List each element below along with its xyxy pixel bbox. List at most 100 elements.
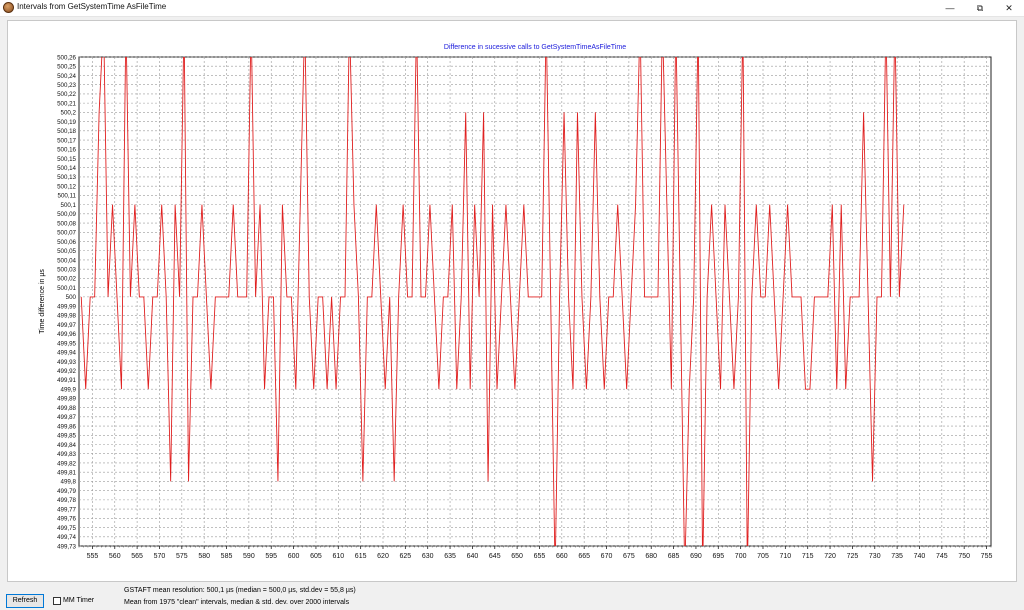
stats-line-2: Mean from 1975 "clean" intervals, median… [124,599,350,606]
x-tick-label: 680 [645,553,657,560]
y-tick-label: 500,14 [57,165,76,172]
y-tick-label: 500,01 [57,285,76,292]
x-tick-label: 585 [221,553,233,560]
y-tick-label: 500,04 [57,257,76,264]
y-tick-label: 499,74 [57,534,76,541]
x-tick-label: 725 [847,553,859,560]
x-tick-label: 695 [712,553,724,560]
window-title: Intervals from GetSystemTime AsFileTime [17,2,167,11]
x-tick-label: 605 [310,553,322,560]
y-tick-label: 499,81 [57,469,76,476]
y-tick-label: 500,2 [61,110,77,117]
y-tick-label: 500,17 [57,137,76,144]
stats-line-1: GSTAFT mean resolution: 500,1 µs (median… [124,587,356,594]
y-tick-label: 499,87 [57,414,76,421]
x-tick-label: 560 [109,553,121,560]
x-tick-label: 730 [869,553,881,560]
y-tick-label: 499,82 [57,460,76,467]
x-tick-label: 690 [690,553,702,560]
x-tick-label: 610 [332,553,344,560]
y-tick-label: 500,19 [57,119,76,126]
x-tick-label: 615 [355,553,367,560]
y-tick-label: 499,76 [57,516,76,523]
x-axis: 555 560 565 570 575 580 585 590 595 600 605 610 615 6… [78,546,993,560]
y-tick-label: 499,95 [57,340,76,347]
x-tick-label: 570 [154,553,166,560]
y-tick-label: 500,16 [57,147,76,154]
y-tick-label: 500,25 [57,64,76,71]
x-tick-label: 735 [891,553,903,560]
x-tick-label: 595 [265,553,277,560]
y-tick-label: 499,85 [57,433,76,440]
series-line-0 [80,57,905,546]
y-tick-label: 500,24 [57,73,76,80]
x-tick-label: 670 [601,553,613,560]
y-tick-label: 499,9 [61,386,77,393]
y-tick-label: 500,05 [57,248,76,255]
y-tick-label: 499,93 [57,359,76,366]
x-tick-label: 580 [198,553,210,560]
series-layer [80,57,905,546]
y-tick-label: 500,13 [57,174,76,181]
x-tick-label: 710 [780,553,792,560]
x-tick-label: 590 [243,553,255,560]
y-tick-label: 500,09 [57,211,76,218]
minimize-button[interactable]: — [945,3,955,13]
x-tick-label: 620 [377,553,389,560]
y-axis: 500,26 500,25 500,24 500,23 500,22 500,21 500,… [57,54,76,550]
grid [79,56,991,547]
y-tick-label: 500,08 [57,220,76,227]
x-tick-label: 575 [176,553,188,560]
y-tick-label: 500,03 [57,267,76,274]
x-tick-label: 745 [936,553,948,560]
x-tick-label: 655 [534,553,546,560]
x-tick-label: 705 [757,553,769,560]
x-tick-label: 675 [623,553,635,560]
x-tick-label: 755 [981,553,993,560]
y-tick-label: 500,1 [61,202,77,209]
y-tick-label: 499,94 [57,350,76,357]
restore-button[interactable]: ⧉ [976,3,984,13]
y-tick-label: 499,83 [57,451,76,458]
x-tick-label: 625 [400,553,412,560]
app-icon [3,2,14,13]
x-tick-label: 660 [556,553,568,560]
line-chart: 500,26 500,25 500,24 500,23 500,22 500,21 500,… [39,44,993,560]
y-tick-label: 500,11 [58,193,77,200]
y-tick-label: 499,84 [57,442,76,449]
x-tick-label: 750 [958,553,970,560]
x-tick-label: 665 [578,553,590,560]
x-tick-label: 715 [802,553,814,560]
title-bar: Intervals from GetSystemTime AsFileTime … [0,0,1024,17]
refresh-button[interactable]: Refresh [6,594,44,608]
y-tick-label: 500,22 [57,91,76,98]
x-tick-label: 555 [87,553,99,560]
mm-timer-label[interactable]: MM Timer [63,597,95,604]
x-tick-label: 640 [467,553,479,560]
close-button[interactable]: ✕ [1005,3,1013,13]
x-tick-label: 630 [422,553,434,560]
y-tick-label: 499,86 [57,423,76,430]
x-tick-label: 700 [735,553,747,560]
x-tick-label: 645 [489,553,501,560]
x-tick-label: 565 [131,553,143,560]
y-tick-label: 500,02 [57,276,76,283]
y-tick-label: 499,89 [57,396,76,403]
x-tick-label: 685 [668,553,680,560]
y-tick-label: 499,91 [57,377,76,384]
y-tick-label: 500,06 [57,239,76,246]
y-tick-label: 500,07 [57,230,76,237]
y-tick-label: 499,92 [57,368,76,375]
x-tick-label: 635 [444,553,456,560]
y-tick-label: 500,15 [57,156,76,163]
mm-timer-checkbox[interactable] [53,597,61,605]
x-tick-label: 720 [824,553,836,560]
y-tick-label: 499,73 [57,543,76,550]
y-tick-label: 499,77 [57,506,76,513]
chart-title: Difference in sucessive calls to GetSyst… [444,44,626,51]
y-tick-label: 499,97 [57,322,76,329]
plot-area [78,56,992,547]
y-tick-label: 499,88 [57,405,76,412]
y-tick-label: 499,79 [57,488,76,495]
y-tick-label: 499,78 [57,497,76,504]
